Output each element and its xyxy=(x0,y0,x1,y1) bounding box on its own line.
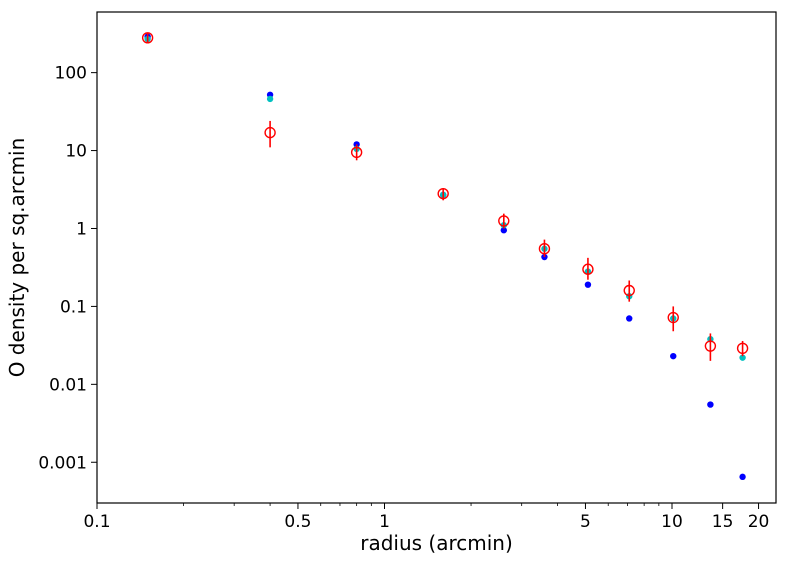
data-point xyxy=(626,315,633,322)
data-point xyxy=(500,227,508,234)
data-point xyxy=(707,401,714,408)
data-point xyxy=(623,284,635,297)
data-point xyxy=(667,311,679,324)
plot-frame xyxy=(96,11,777,504)
x-tick-label: 0.5 xyxy=(284,512,311,532)
x-axis-label: radius (arcmin) xyxy=(360,531,513,555)
data-point xyxy=(582,263,594,275)
y-tick-label: 1 xyxy=(76,219,87,239)
data-point xyxy=(704,340,717,352)
x-tick-label: 10 xyxy=(661,512,683,532)
x-axis: 0.1 0.5 1 5 10 15 20 xyxy=(83,503,769,532)
x-tick-label: 5 xyxy=(580,512,591,532)
data-point xyxy=(739,473,746,481)
data-point xyxy=(584,281,592,288)
x-tick-label: 20 xyxy=(748,512,770,532)
data-point xyxy=(350,146,363,158)
x-tick-label: 15 xyxy=(712,512,734,532)
plot-marks xyxy=(141,32,749,481)
data-point xyxy=(736,342,749,354)
series-0 xyxy=(144,33,746,481)
y-tick-label: 0.1 xyxy=(60,297,87,317)
data-point xyxy=(264,126,276,139)
data-point xyxy=(266,95,274,103)
series-2 xyxy=(141,32,749,361)
y-axis-label: O density per sq.arcmin xyxy=(5,138,29,378)
data-point xyxy=(498,215,510,227)
data-point xyxy=(141,32,154,44)
y-tick-label: 0.01 xyxy=(49,375,87,395)
data-point xyxy=(670,352,677,360)
y-axis: 0.001 0.01 0.1 1 10 100 xyxy=(38,64,97,473)
data-point xyxy=(538,243,551,255)
y-tick-label: 10 xyxy=(65,142,87,162)
data-point xyxy=(437,187,449,200)
data-point xyxy=(739,354,746,361)
y-tick-label: 100 xyxy=(55,64,87,84)
x-tick-label: 1 xyxy=(379,512,390,532)
y-tick-label: 0.001 xyxy=(38,453,87,473)
x-tick-label: 0.1 xyxy=(83,512,110,532)
